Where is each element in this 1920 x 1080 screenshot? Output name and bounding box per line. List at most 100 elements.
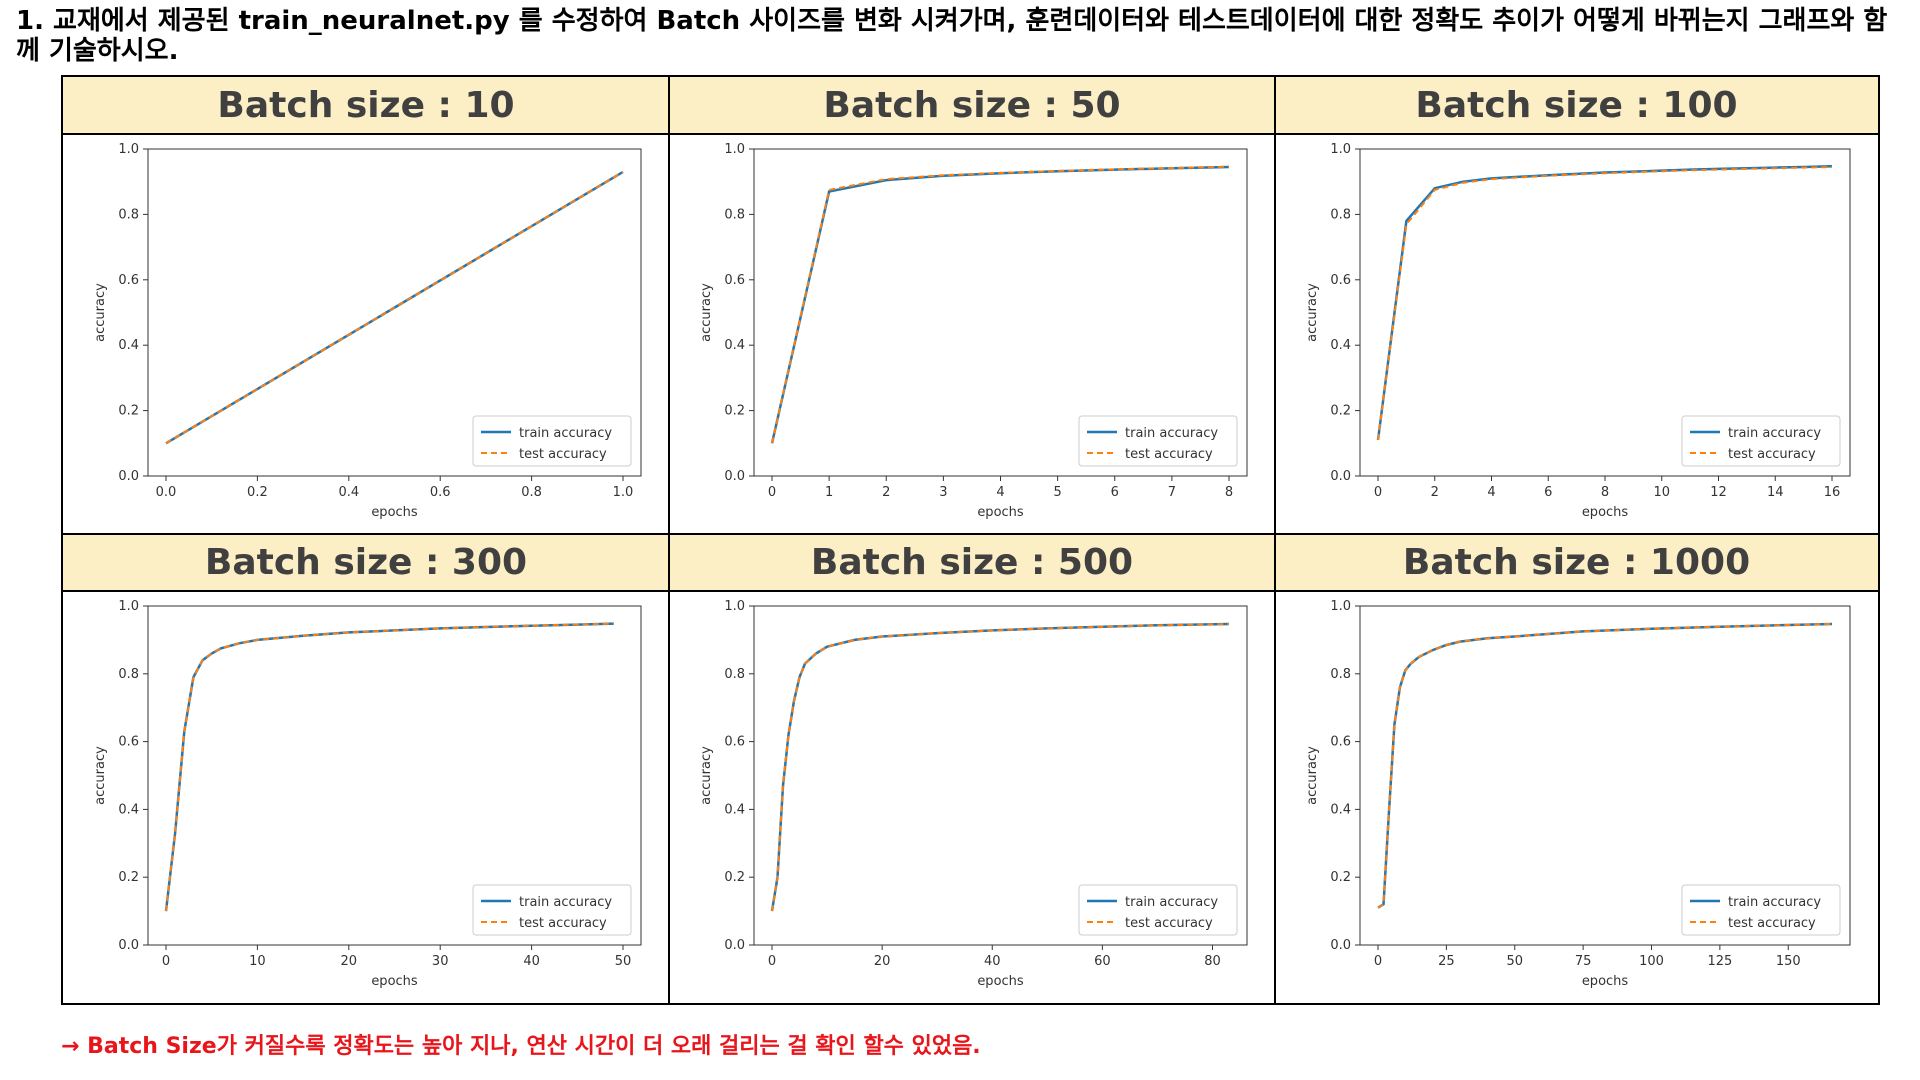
line-chart: 0 1 2 3 4 5 6 7 8 0.0 0.2 0.4 0.6 0.8 1.0 epochs accurac… xyxy=(699,142,1248,520)
y-tick-label: 0.4 xyxy=(724,802,745,817)
train-accuracy-line xyxy=(1377,622,1833,909)
chart-header: Batch size : 300 xyxy=(63,534,669,592)
x-tick-label: 0 xyxy=(162,954,170,969)
y-tick-label: 0.6 xyxy=(724,735,745,750)
y-tick-label: 0.6 xyxy=(118,273,139,288)
x-axis-label: epochs xyxy=(1582,974,1629,989)
y-tick-label: 0.2 xyxy=(1330,404,1351,419)
y-tick-label: 0.4 xyxy=(1330,802,1351,817)
x-tick-label: 1 xyxy=(825,485,833,500)
x-tick-label: 0.8 xyxy=(521,485,542,500)
x-tick-label: 8 xyxy=(1225,485,1233,500)
x-tick-label: 0 xyxy=(768,485,776,500)
y-tick-label: 0.0 xyxy=(1330,938,1351,953)
y-tick-label: 0.0 xyxy=(118,469,139,484)
y-tick-label: 1.0 xyxy=(1330,599,1351,614)
line-chart: 0 25 50 75 100 125 150 0.0 0.2 0.4 0.6 0.8 1.0 epochs… xyxy=(1305,599,1851,989)
y-axis-label: accuracy xyxy=(699,283,714,342)
chart-cell-batch-300: Batch size : 300 0 10 20 30 40 50 0.0 0.2 0.4 0.6… xyxy=(63,534,669,1003)
chart-header: Batch size : 100 xyxy=(1275,77,1878,135)
x-tick-label: 125 xyxy=(1707,954,1732,969)
x-tick-label: 0 xyxy=(768,954,776,969)
question-text: 1. 교재에서 제공된 train_neuralnet.py 를 수정하여 Ba… xyxy=(16,6,1888,66)
legend-box xyxy=(1681,884,1841,936)
x-tick-label: 40 xyxy=(523,954,540,969)
x-tick-label: 3 xyxy=(939,485,947,500)
chart-cell-batch-500: Batch size : 500 0 20 40 60 80 0.0 0.2 0.4 0.6 0.… xyxy=(669,534,1275,1003)
chart-cell-batch-100: Batch size : 100 0 2 4 6 8 10 12 14 16 0.0 0.2 0.4 0… xyxy=(1275,77,1878,534)
y-tick-label: 0.6 xyxy=(118,735,139,750)
legend-entry: test accuracy xyxy=(1728,916,1816,931)
x-tick-label: 5 xyxy=(1053,485,1061,500)
y-tick-label: 0.8 xyxy=(724,207,745,222)
x-tick-label: 25 xyxy=(1438,954,1455,969)
legend-entry: train accuracy xyxy=(519,426,612,441)
x-tick-label: 50 xyxy=(615,954,632,969)
legend-box xyxy=(1078,415,1238,467)
y-axis-label: accuracy xyxy=(1305,746,1320,805)
x-tick-label: 0.2 xyxy=(247,485,268,500)
line-chart: 0 20 40 60 80 0.0 0.2 0.4 0.6 0.8 1.0 epochs accurac… xyxy=(699,599,1248,989)
x-tick-label: 0.4 xyxy=(338,485,359,500)
chart-plot: 0 25 50 75 100 125 150 0.0 0.2 0.4 0.6 0.8 1.0 epochs… xyxy=(1275,592,1878,1003)
x-tick-label: 75 xyxy=(1575,954,1592,969)
x-tick-label: 10 xyxy=(1653,485,1670,500)
y-tick-label: 0.8 xyxy=(118,207,139,222)
chart-header: Batch size : 1000 xyxy=(1275,534,1878,592)
y-tick-label: 0.4 xyxy=(118,802,139,817)
x-axis-label: epochs xyxy=(977,974,1024,989)
line-chart: 0 2 4 6 8 10 12 14 16 0.0 0.2 0.4 0.6 0.8 1.0 epochs acc… xyxy=(1305,142,1851,520)
y-tick-label: 1.0 xyxy=(724,599,745,614)
x-tick-label: 40 xyxy=(984,954,1001,969)
legend-entry: test accuracy xyxy=(1125,916,1213,931)
x-axis-label: epochs xyxy=(371,974,418,989)
chart-grid: Batch size : 10 0.0 0.2 0.4 0.6 0.8 1.0 0.0 0.2… xyxy=(61,75,1880,1005)
x-tick-label: 20 xyxy=(341,954,358,969)
x-tick-label: 0 xyxy=(1374,954,1382,969)
chart-header: Batch size : 500 xyxy=(669,534,1275,592)
legend-entry: test accuracy xyxy=(519,447,607,462)
chart-plot: 0 2 4 6 8 10 12 14 16 0.0 0.2 0.4 0.6 0.8 1.0 epochs acc… xyxy=(1275,135,1878,534)
legend-entry: train accuracy xyxy=(1728,426,1821,441)
x-tick-label: 30 xyxy=(432,954,449,969)
x-tick-label: 16 xyxy=(1824,485,1841,500)
legend-box xyxy=(1078,884,1238,936)
x-tick-label: 6 xyxy=(1544,485,1552,500)
x-tick-label: 8 xyxy=(1601,485,1609,500)
x-tick-label: 7 xyxy=(1168,485,1176,500)
x-tick-label: 4 xyxy=(996,485,1004,500)
y-tick-label: 0.0 xyxy=(1330,469,1351,484)
x-axis-label: epochs xyxy=(977,505,1024,520)
legend-entry: train accuracy xyxy=(519,895,612,910)
test-accuracy-line xyxy=(165,171,624,445)
x-tick-label: 150 xyxy=(1776,954,1801,969)
plot-frame xyxy=(753,605,1248,946)
y-tick-label: 0.4 xyxy=(118,338,139,353)
chart-cell-batch-10: Batch size : 10 0.0 0.2 0.4 0.6 0.8 1.0 0.0 0.2… xyxy=(63,77,669,534)
x-tick-label: 100 xyxy=(1639,954,1664,969)
y-tick-label: 0.0 xyxy=(724,938,745,953)
y-tick-label: 0.8 xyxy=(1330,667,1351,682)
train-accuracy-line xyxy=(770,622,1230,912)
x-tick-label: 80 xyxy=(1204,954,1221,969)
legend-entry: test accuracy xyxy=(519,916,607,931)
x-tick-label: 2 xyxy=(1431,485,1439,500)
x-tick-label: 0 xyxy=(1374,485,1382,500)
y-tick-label: 0.4 xyxy=(1330,338,1351,353)
train-accuracy-line xyxy=(770,165,1230,444)
chart-header: Batch size : 50 xyxy=(669,77,1275,135)
y-tick-label: 1.0 xyxy=(118,142,139,157)
chart-cell-batch-1000: Batch size : 1000 0 25 50 75 100 125 150 0.0 0.2… xyxy=(1275,534,1878,1003)
test-accuracy-line xyxy=(771,623,1230,912)
conclusion-text: → Batch Size가 커질수록 정확도는 높아 지나, 연산 시간이 더 … xyxy=(61,1034,981,1059)
x-tick-label: 2 xyxy=(882,485,890,500)
legend-box xyxy=(472,884,632,936)
y-tick-label: 0.6 xyxy=(1330,735,1351,750)
x-tick-label: 10 xyxy=(249,954,266,969)
y-tick-label: 0.2 xyxy=(118,870,139,885)
test-accuracy-line xyxy=(1377,166,1833,441)
y-tick-label: 0.6 xyxy=(724,273,745,288)
y-axis-label: accuracy xyxy=(1305,283,1320,342)
chart-cell-batch-50: Batch size : 50 0 1 2 3 4 5 6 7 8 0.0 0.2 0.4 0.6 0.8… xyxy=(669,77,1275,534)
x-axis-label: epochs xyxy=(371,505,418,520)
